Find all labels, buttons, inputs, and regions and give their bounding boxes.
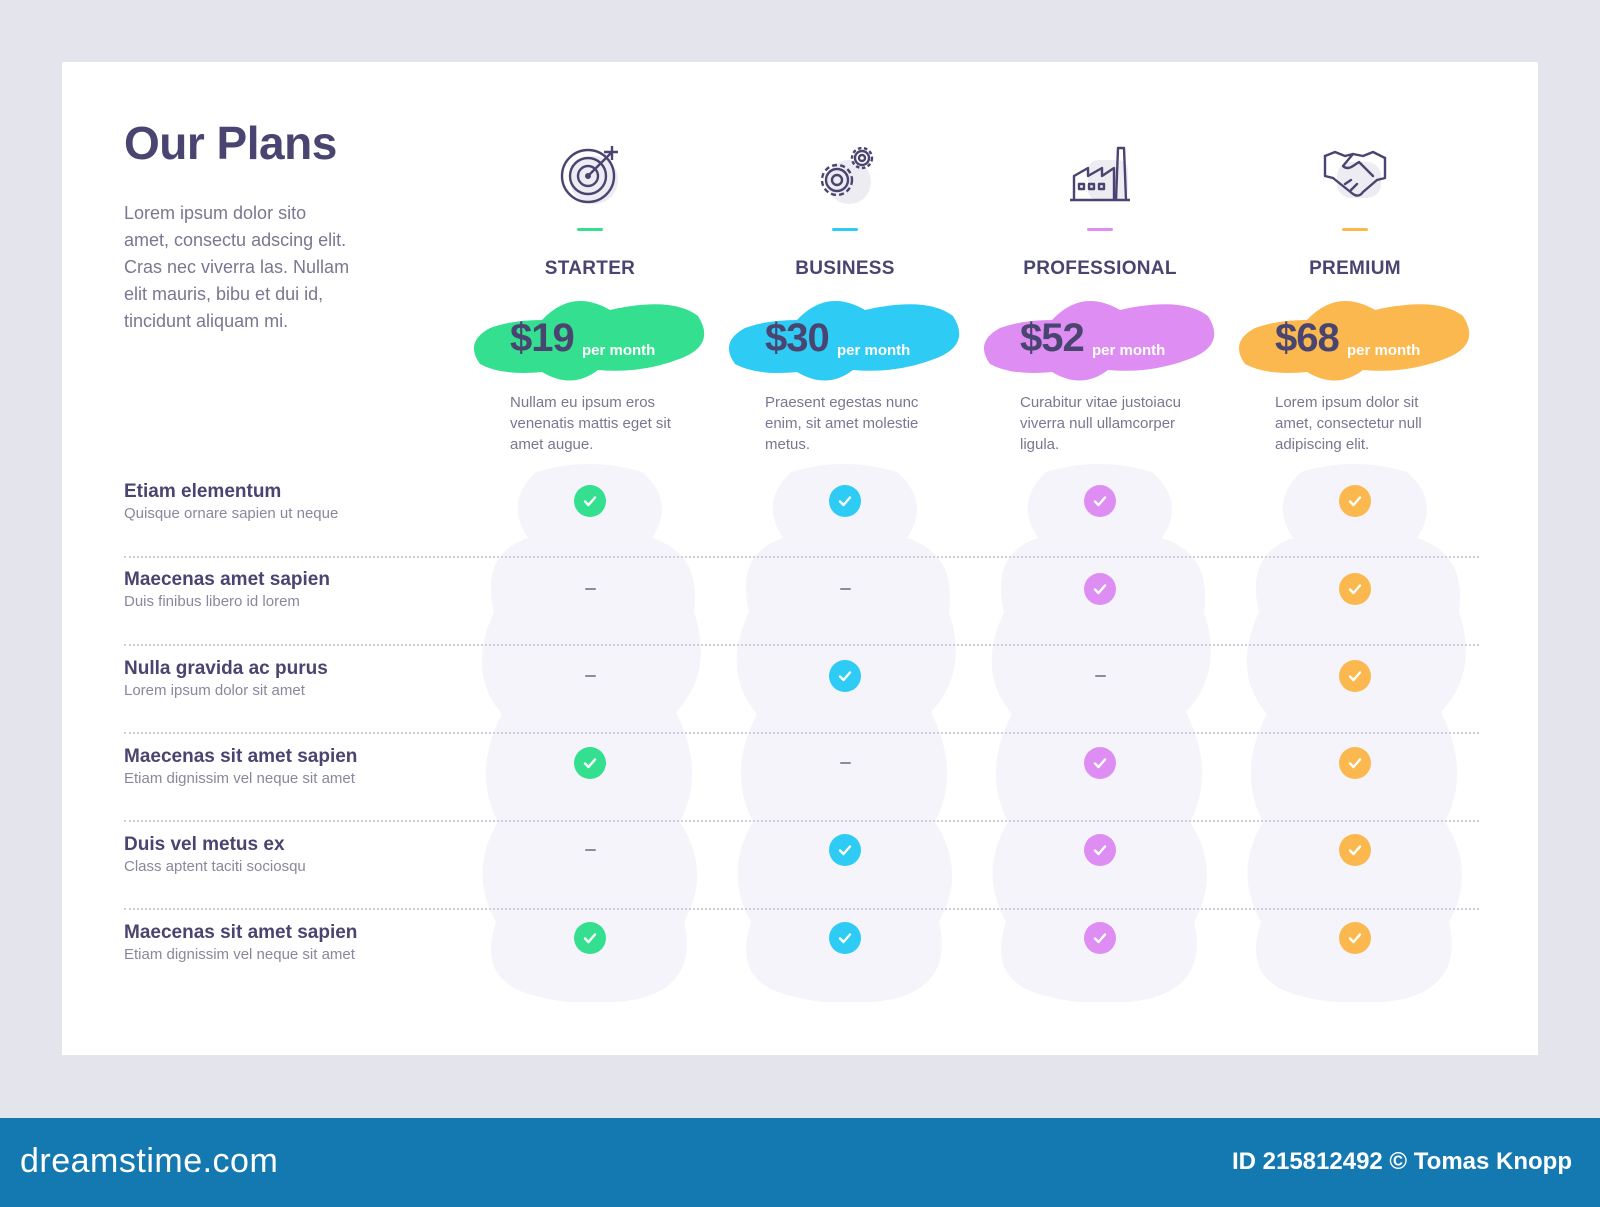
price-blob (1238, 301, 1470, 381)
dash-icon (574, 834, 606, 866)
plan-name: STARTER (544, 258, 636, 279)
price: $19 (510, 316, 575, 360)
price: $52 (1020, 316, 1085, 360)
handshake-icon (1323, 150, 1387, 198)
plan-column-premium: PREMIUM $68 per month Lorem ipsum dolor … (1227, 62, 1483, 1055)
price: $30 (765, 316, 830, 360)
check-icon (1084, 485, 1116, 517)
row-divider (124, 908, 1479, 910)
check-icon (1084, 922, 1116, 954)
row-divider (124, 732, 1479, 734)
row-divider (124, 820, 1479, 822)
check-icon (1084, 747, 1116, 779)
check-icon (1339, 660, 1371, 692)
page-title: Our Plans (124, 117, 337, 169)
price-blob (983, 301, 1215, 381)
feature-row-label: Duis vel metus ex Class aptent taciti so… (124, 833, 484, 877)
plan-description: Curabitur vitae justoiacu viverra null u… (1020, 394, 1181, 453)
check-icon (574, 922, 606, 954)
check-icon (1339, 573, 1371, 605)
intro-text: Lorem ipsum dolor sito amet, consectu ad… (124, 203, 350, 331)
dash-icon (1084, 660, 1116, 692)
price-period: per month (1347, 342, 1421, 359)
gears-icon (820, 146, 874, 204)
check-icon (1339, 834, 1371, 866)
row-divider (124, 644, 1479, 646)
plan-description: Nullam eu ipsum eros venenatis mattis eg… (510, 394, 671, 453)
dash-icon (574, 573, 606, 605)
target-icon (560, 146, 618, 204)
row-divider (124, 556, 1479, 558)
check-icon (1339, 485, 1371, 517)
feature-name: Etiam elementum (124, 481, 282, 502)
check-icon (829, 922, 861, 954)
dash-icon (829, 573, 861, 605)
plan-accent (1342, 228, 1368, 231)
feature-name: Maecenas sit amet sapien (124, 746, 358, 767)
check-icon (574, 747, 606, 779)
plan-column-starter: STARTER $19 per month Nullam eu ipsum er… (462, 62, 718, 1055)
feature-name: Duis vel metus ex (124, 834, 285, 855)
price-period: per month (582, 342, 656, 359)
check-icon (1084, 573, 1116, 605)
feature-subtitle: Duis finibus libero id lorem (124, 593, 300, 610)
price-period: per month (1092, 342, 1166, 359)
feature-subtitle: Etiam dignissim vel neque sit amet (124, 770, 355, 787)
plan-accent (1087, 228, 1113, 231)
dreamstime-logo[interactable]: dreamstime.com (20, 1142, 279, 1180)
feature-subtitle: Etiam dignissim vel neque sit amet (124, 946, 355, 963)
dash-icon (574, 660, 606, 692)
plan-name: BUSINESS (795, 258, 895, 279)
plan-name: PREMIUM (1309, 258, 1401, 279)
check-icon (829, 834, 861, 866)
feature-row-label: Maecenas amet sapien Duis finibus libero… (124, 568, 484, 612)
feature-row-label: Nulla gravida ac purus Lorem ipsum dolor… (124, 657, 484, 701)
check-icon (829, 660, 861, 692)
check-icon (1339, 922, 1371, 954)
plan-description: Lorem ipsum dolor sit amet, consectetur … (1275, 394, 1422, 453)
dash-icon (829, 747, 861, 779)
feature-row-label: Maecenas sit amet sapien Etiam dignissim… (124, 921, 484, 965)
feature-subtitle: Quisque ornare sapien ut neque (124, 505, 339, 522)
feature-row-label: Etiam elementum Quisque ornare sapien ut… (124, 480, 484, 524)
feature-name: Maecenas amet sapien (124, 569, 330, 590)
check-icon (1339, 747, 1371, 779)
feature-subtitle: Class aptent taciti sociosqu (124, 858, 306, 875)
watermark-footer: dreamstime.com ID 215812492 © Tomas Knop… (0, 1118, 1600, 1207)
plan-column-business: BUSINESS $30 per month Praesent egestas … (717, 62, 973, 1055)
check-icon (574, 485, 606, 517)
feature-subtitle: Lorem ipsum dolor sit amet (124, 682, 305, 699)
price: $68 (1275, 316, 1340, 360)
plan-accent (832, 228, 858, 231)
factory-icon (1070, 146, 1130, 202)
price-blob (728, 301, 960, 381)
feature-name: Maecenas sit amet sapien (124, 922, 358, 943)
plan-name: PROFESSIONAL (1023, 258, 1177, 279)
check-icon (1084, 834, 1116, 866)
price-period: per month (837, 342, 911, 359)
check-icon (829, 485, 861, 517)
plan-accent (577, 228, 603, 231)
feature-name: Nulla gravida ac purus (124, 658, 328, 679)
price-blob (473, 301, 705, 381)
plan-column-professional: PROFESSIONAL $52 per month Curabitur vit… (972, 62, 1228, 1055)
plan-description: Praesent egestas nunc enim, sit amet mol… (765, 394, 919, 453)
feature-row-label: Maecenas sit amet sapien Etiam dignissim… (124, 745, 484, 789)
pricing-card: Our Plans Lorem ipsum dolor sito amet, c… (62, 62, 1538, 1055)
image-credit: ID 215812492 © Tomas Knopp (1231, 1148, 1572, 1175)
